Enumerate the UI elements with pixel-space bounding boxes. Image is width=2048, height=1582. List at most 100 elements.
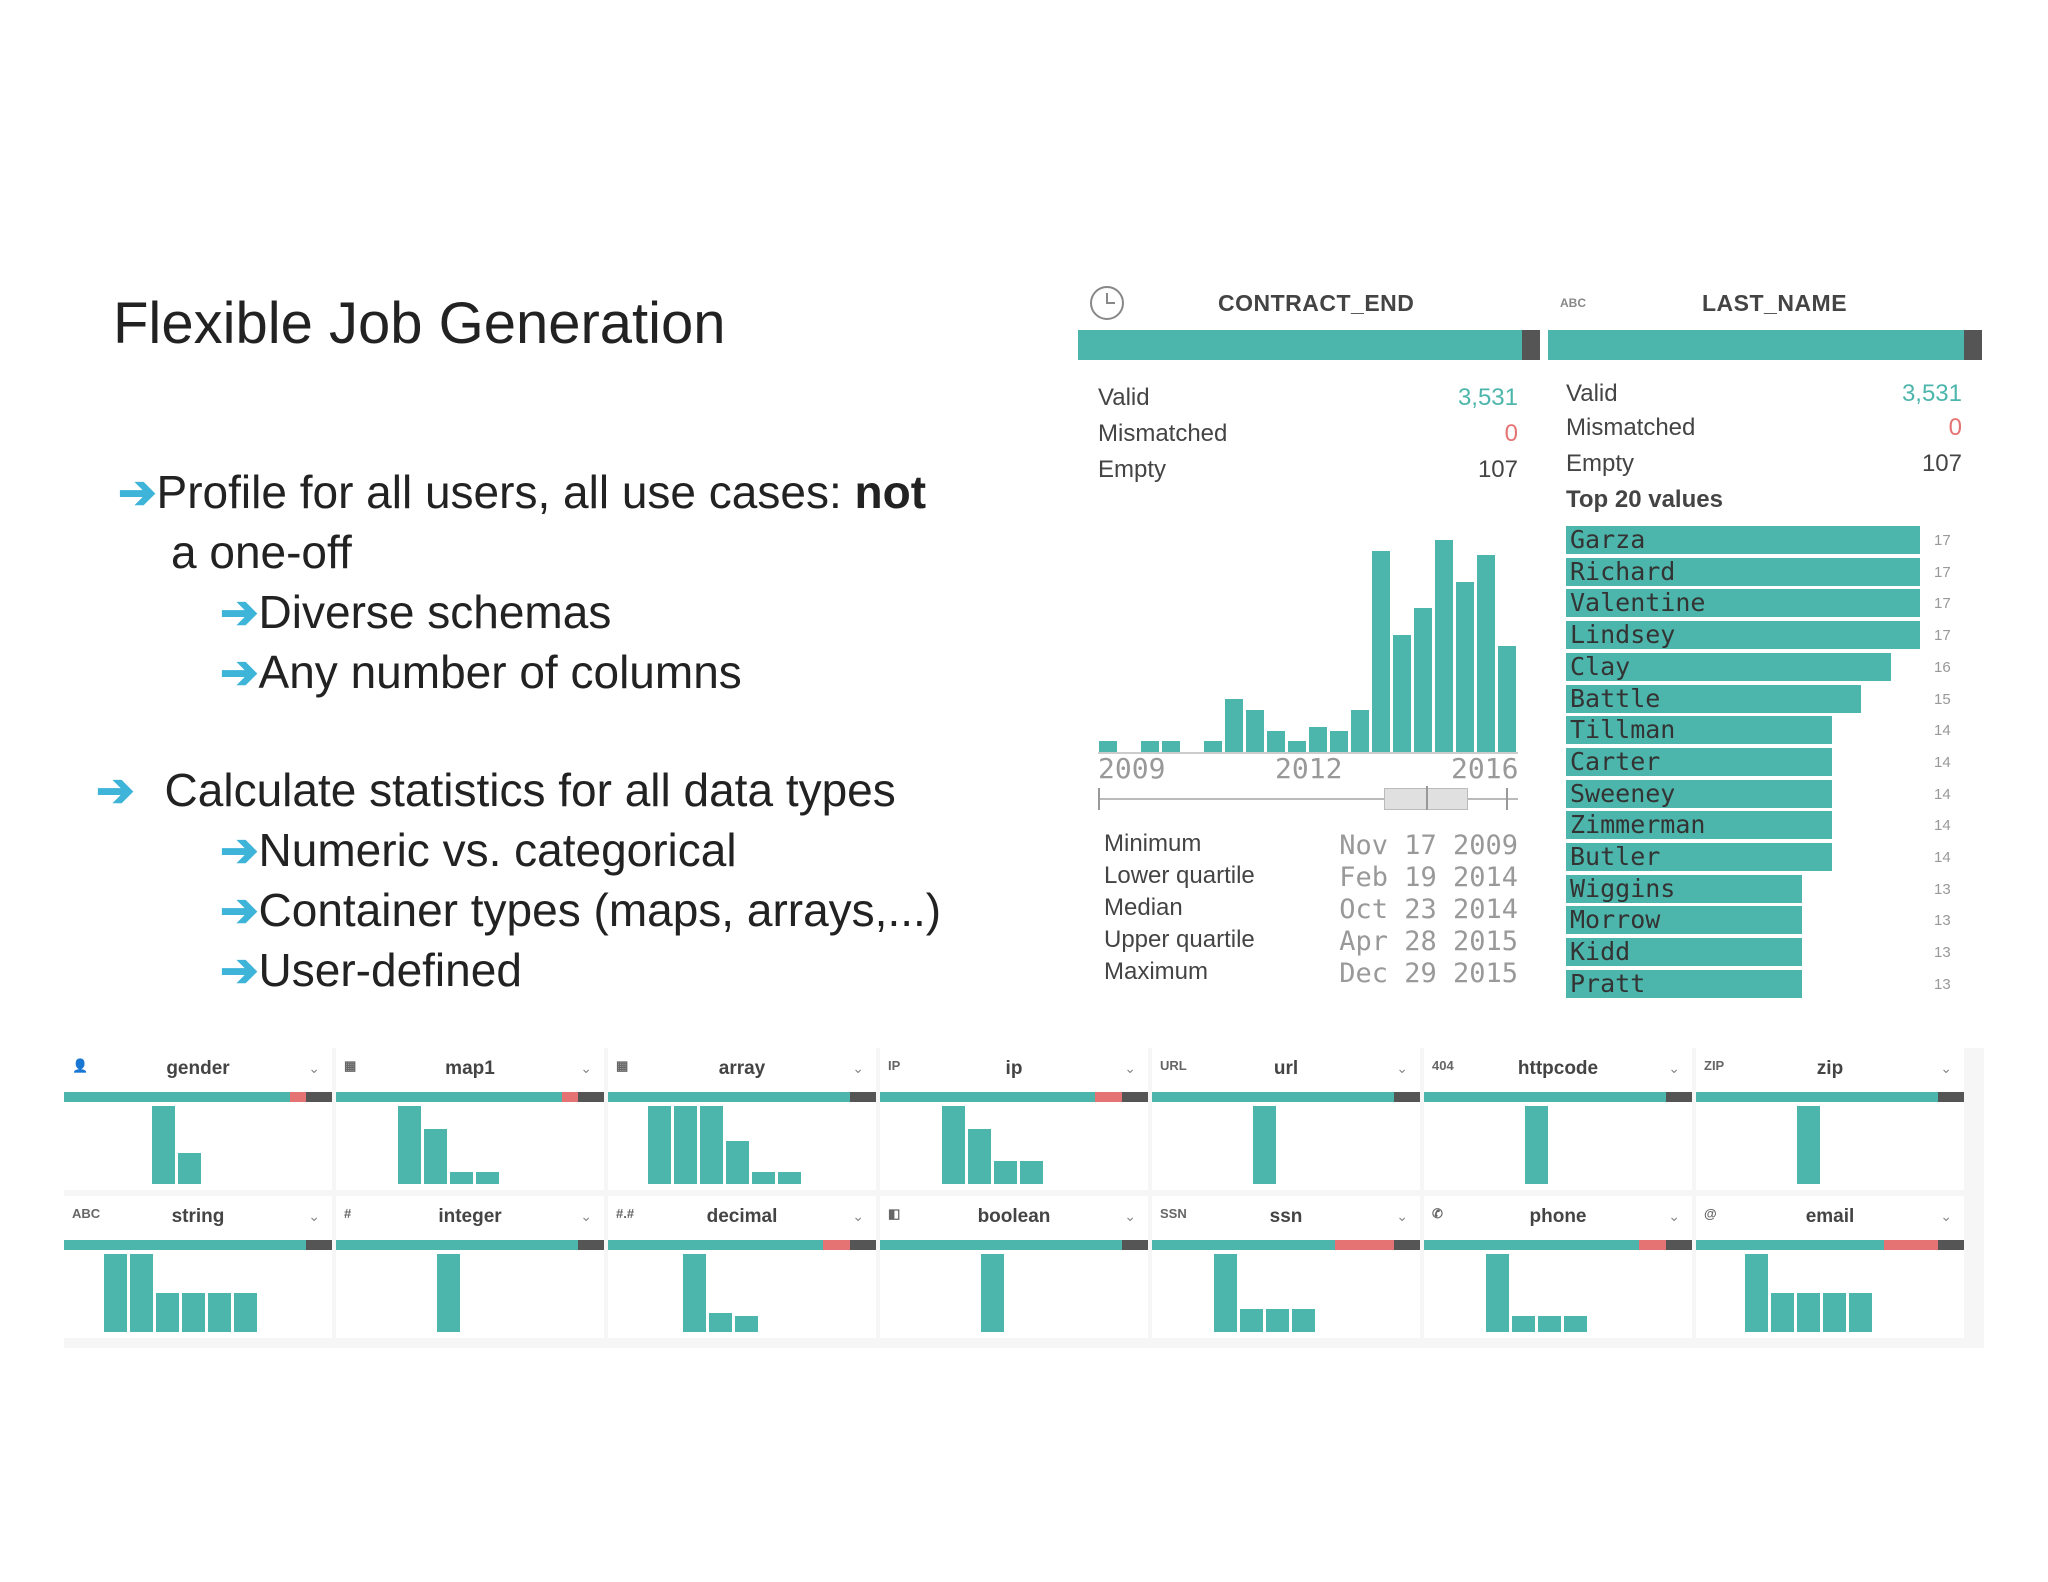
chevron-down-icon[interactable]: ⌄ [1124,1060,1136,1076]
top-value-bar [1566,874,1802,903]
bullet-text: Numeric vs. categorical [258,824,737,876]
column-profile-zip[interactable]: ZIP zip ⌄ [1696,1048,1964,1190]
top-value-bar [1566,779,1832,808]
top-value-bar [1566,843,1832,871]
valid-strip [1424,1240,1640,1250]
histogram-bar [726,1141,749,1184]
boxplot-max [1506,788,1508,810]
valid-strip [336,1240,578,1250]
histogram-bar [476,1172,499,1184]
top-value-name: Battle [1570,683,1661,713]
top-value-count: 17 [1934,532,1951,549]
clock-icon [1090,286,1124,320]
top-value-count: 17 [1934,595,1951,613]
chevron-down-icon[interactable]: ⌄ [1668,1208,1680,1224]
valid-strip [1078,330,1522,360]
histogram-bar [1351,709,1369,752]
top-value-name: Kidd [1570,937,1631,967]
chevron-down-icon[interactable]: ⌄ [1940,1060,1952,1076]
histogram-bar [1538,1316,1561,1332]
histogram-bar [398,1106,421,1184]
chevron-down-icon[interactable]: ⌄ [1668,1060,1680,1076]
contract-end-card: CONTRACT_END Valid 3,531 Mismatched 0 Em… [1078,280,1540,1010]
histogram-bar [1204,741,1222,752]
type-tag-icon: ABC [72,1206,101,1221]
chevron-down-icon[interactable]: ⌄ [308,1060,320,1076]
chevron-down-icon[interactable]: ⌄ [1124,1208,1136,1224]
column-name: decimal [706,1206,778,1227]
bullet-profile-cont: a one-off [171,526,352,578]
top-value-bar [1566,938,1802,967]
top-value-bar [1566,969,1802,998]
column-profile-phone[interactable]: ✆ phone ⌄ [1424,1196,1692,1338]
chevron-down-icon[interactable]: ⌄ [852,1060,864,1076]
chevron-down-icon[interactable]: ⌄ [580,1060,592,1076]
histogram-bar [1266,1308,1289,1332]
column-profile-decimal[interactable]: #.# decimal ⌄ [608,1196,876,1338]
histogram-bar [1564,1316,1587,1332]
chevron-down-icon[interactable]: ⌄ [1940,1208,1952,1224]
column-profile-map1[interactable]: ▦ map1 ⌄ [336,1048,604,1190]
histogram-bar [735,1316,758,1332]
column-profile-httpcode[interactable]: 404 httpcode ⌄ [1424,1048,1692,1190]
empty-strip [578,1092,604,1102]
boxplot-whisker [1098,798,1518,800]
histogram-bar [1823,1293,1846,1332]
valid-strip [608,1092,850,1102]
upper-quartile-label: Upper quartile [1104,926,1255,953]
chevron-down-icon[interactable]: ⌄ [852,1208,864,1224]
histogram-bar [981,1254,1004,1332]
column-profile-string[interactable]: ABC string ⌄ [64,1196,332,1338]
person-icon: 👤 [72,1058,89,1073]
bullet-columns: ➔Any number of columns [220,642,742,702]
column-name: gender [166,1058,230,1079]
median-label: Median [1104,894,1183,921]
histogram-bar [709,1312,732,1332]
empty-strip [1938,1092,1964,1102]
histogram-bar [1141,741,1159,752]
histogram-bar [1309,726,1327,752]
top-value-name: Carter [1570,746,1661,776]
column-profile-email[interactable]: @ email ⌄ [1696,1196,1964,1338]
histogram-bar [178,1152,201,1184]
empty-strip [1122,1240,1148,1250]
lower-quartile-value: Feb 19 2014 [1339,862,1518,893]
column-name: array [718,1058,766,1079]
chevron-down-icon[interactable]: ⌄ [1396,1060,1408,1076]
histogram-bar [1486,1254,1509,1332]
type-tag-icon: SSN [1160,1206,1187,1221]
top-value-count: 15 [1934,690,1951,708]
histogram-bar [968,1129,991,1184]
chevron-down-icon[interactable]: ⌄ [1396,1208,1408,1224]
chevron-down-icon[interactable]: ⌄ [580,1208,592,1224]
top-value-name: Wiggins [1570,873,1676,903]
column-profile-integer[interactable]: # integer ⌄ [336,1196,604,1338]
top-value-bar [1566,716,1832,745]
column-profile-gender[interactable]: 👤 gender ⌄ [64,1048,332,1190]
histogram-bar [152,1106,175,1184]
column-profile-array[interactable]: ▦ array ⌄ [608,1048,876,1190]
contract-end-histogram [1098,540,1518,752]
empty-strip [1666,1240,1692,1250]
histogram-bar [1498,646,1516,752]
boxplot-median [1426,786,1428,810]
mismatch-strip [1884,1240,1938,1250]
top-value-bar [1566,621,1920,650]
mismatched-value: 0 [1948,414,1962,441]
top-value-bar [1566,526,1920,554]
histogram-bar [674,1106,697,1184]
column-name: httpcode [1517,1058,1599,1079]
column-profile-ssn[interactable]: SSN ssn ⌄ [1152,1196,1420,1338]
column-name: ssn [1269,1206,1303,1227]
column-profile-boolean[interactable]: ◧ boolean ⌄ [880,1196,1148,1338]
mismatch-strip [1095,1092,1122,1102]
column-profile-ip[interactable]: IP ip ⌄ [880,1048,1148,1190]
column-profile-url[interactable]: URL url ⌄ [1152,1048,1420,1190]
empty-strip [1522,330,1540,360]
histogram-bar [1525,1106,1548,1184]
chevron-down-icon[interactable]: ⌄ [308,1208,320,1224]
valid-value: 3,531 [1901,380,1962,407]
histogram-bar [1162,741,1180,752]
histogram-bar [437,1254,460,1332]
empty-strip [1938,1240,1964,1250]
